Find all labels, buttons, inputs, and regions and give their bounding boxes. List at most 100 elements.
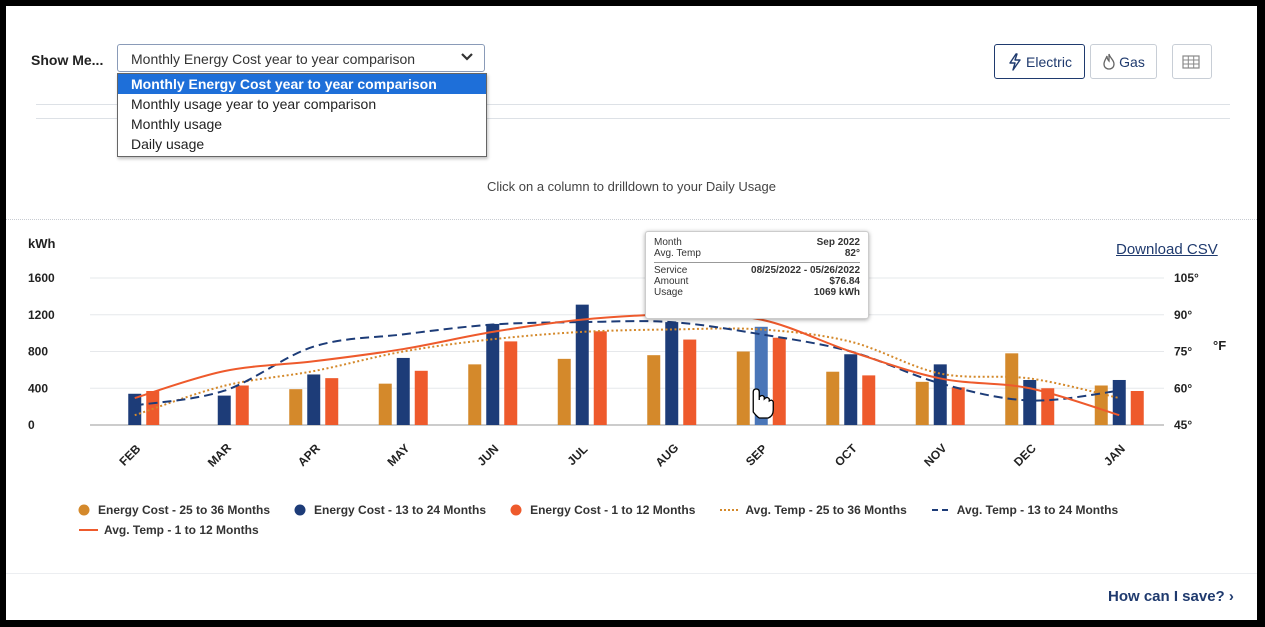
legend-label: Avg. Temp - 25 to 36 Months [745,502,907,517]
bar [1130,391,1144,425]
view-select[interactable]: Monthly Energy Cost year to year compari… [117,44,485,72]
legend-item[interactable]: Energy Cost - 13 to 24 Months [294,500,486,519]
bar [575,304,589,425]
legend-line-icon [720,508,740,511]
x-tick-label: DEC [1011,441,1039,469]
tooltip-service-value: 08/25/2022 - 05/26/2022 [751,265,860,276]
download-csv-link[interactable]: Download CSV [1116,241,1218,258]
y-tick-label: 0 [28,418,35,432]
x-tick-label: JUL [564,442,590,468]
bar [396,357,410,425]
legend-item[interactable]: Avg. Temp - 1 to 12 Months [78,521,259,540]
bar [468,364,482,425]
bar [378,383,392,425]
y2-tick-label: 45° [1174,418,1192,432]
y-tick-label: 1600 [28,271,55,285]
legend-dot-icon [78,504,90,515]
temperature-line [134,327,1120,417]
bar [289,389,303,425]
x-tick-label: AUG [653,441,682,470]
table-icon [1181,54,1200,69]
y2-axis-unit: °F [1213,338,1226,353]
bar [414,370,428,425]
tooltip-temp-label: Avg. Temp [654,248,701,259]
bar [826,371,840,425]
bar [128,393,142,425]
divider [36,118,1230,119]
flame-icon [1103,53,1115,70]
bar [1094,385,1108,425]
how-can-i-save-link[interactable]: How can I save? › [1108,588,1234,605]
drilldown-hint: Click on a column to drilldown to your D… [486,179,776,194]
bar [844,354,858,425]
bar [217,395,231,425]
bar [772,337,786,425]
bar [915,381,929,425]
x-tick-label: SEP [743,442,770,469]
temperature-line [134,313,1120,417]
x-tick-label: NOV [921,441,949,469]
bar [665,322,679,425]
tooltip-temp-value: 82° [844,248,860,259]
gas-button[interactable]: Gas [1090,44,1157,79]
x-tick-label: MAR [205,440,234,469]
tooltip-month-label: Month [654,237,682,248]
y-tick-label: 1200 [28,308,55,322]
x-tick-label: JAN [1101,442,1128,469]
table-view-button[interactable] [1172,44,1212,79]
chart-legend: Energy Cost - 25 to 36 Months Energy Cost… [78,500,1228,541]
lightning-icon [1009,52,1021,71]
divider [36,104,1230,105]
tooltip-separator [654,262,860,263]
x-tick-label: APR [295,441,323,469]
bar [736,351,750,425]
gas-label: Gas [1119,53,1145,70]
cost-comparison-chart: 0 400 800 1200 1600 45° 60° 75° 90° 105° °F FEB MAR A… [28,271,1226,470]
legend-item[interactable]: Avg. Temp - 25 to 36 Months [719,500,907,519]
chevron-down-icon [461,53,473,61]
electric-button[interactable]: Electric [994,44,1085,79]
x-tick-label: FEB [116,442,143,469]
tooltip-service-label: Service [654,265,688,276]
tooltip-amount-label: Amount [654,276,689,287]
tooltip-month-value: Sep 2022 [816,237,860,248]
legend-line-icon [79,529,98,531]
legend-item[interactable]: Energy Cost - 1 to 12 Months [510,500,695,519]
legend-label: Avg. Temp - 13 to 24 Months [956,502,1119,517]
tooltip-amount-value: $76.84 [829,276,860,287]
legend-label: Energy Cost - 13 to 24 Months [314,502,487,517]
bar [325,378,339,425]
legend-label: Energy Cost - 25 to 36 Months [98,502,271,517]
bar [683,339,697,425]
x-tick-label: MAY [384,441,412,469]
tooltip-usage-value: 1069 kWh [813,287,860,298]
y2-tick-label: 90° [1174,308,1192,322]
bar [486,323,500,425]
y2-tick-label: 75° [1174,345,1192,359]
hand-cursor-icon [752,388,774,419]
bar [1023,379,1037,425]
x-tick-label: JUN [474,442,501,469]
legend-item[interactable]: Energy Cost - 25 to 36 Months [78,500,270,519]
bar [647,355,661,425]
view-option[interactable]: Daily usage [131,136,205,152]
bar [1112,379,1126,425]
electric-label: Electric [1026,53,1072,70]
x-tick-label: OCT [832,441,860,469]
y2-tick-label: 60° [1174,381,1192,395]
bar [1005,353,1019,425]
view-option[interactable]: Monthly usage [131,116,223,132]
bar [307,374,321,425]
y-tick-label: 400 [28,381,48,395]
legend-dot-icon [294,504,306,515]
bar [504,341,518,425]
legend-dot-icon [510,504,522,515]
divider [6,573,1257,574]
tooltip-usage-label: Usage [654,287,683,298]
view-option[interactable]: Monthly Energy Cost year to year compari… [118,74,486,94]
bar [951,387,965,425]
legend-item[interactable]: Avg. Temp - 13 to 24 Months [931,500,1118,519]
y2-tick-label: 105° [1174,271,1199,285]
view-option[interactable]: Monthly usage year to year comparison [131,96,377,112]
show-me-label: Show Me... [31,52,104,68]
